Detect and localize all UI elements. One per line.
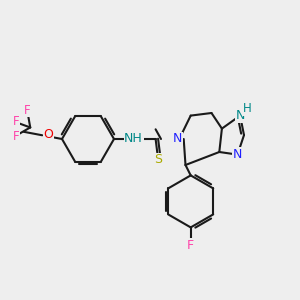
- Text: O: O: [44, 128, 53, 141]
- Text: N: N: [236, 109, 245, 122]
- Text: F: F: [24, 103, 31, 117]
- Text: S: S: [154, 153, 162, 166]
- Text: N: N: [233, 148, 242, 161]
- Text: N: N: [173, 133, 182, 146]
- Text: F: F: [13, 115, 20, 128]
- Text: F: F: [187, 239, 194, 252]
- Text: NH: NH: [124, 133, 143, 146]
- Text: H: H: [243, 102, 251, 115]
- Text: F: F: [12, 130, 19, 143]
